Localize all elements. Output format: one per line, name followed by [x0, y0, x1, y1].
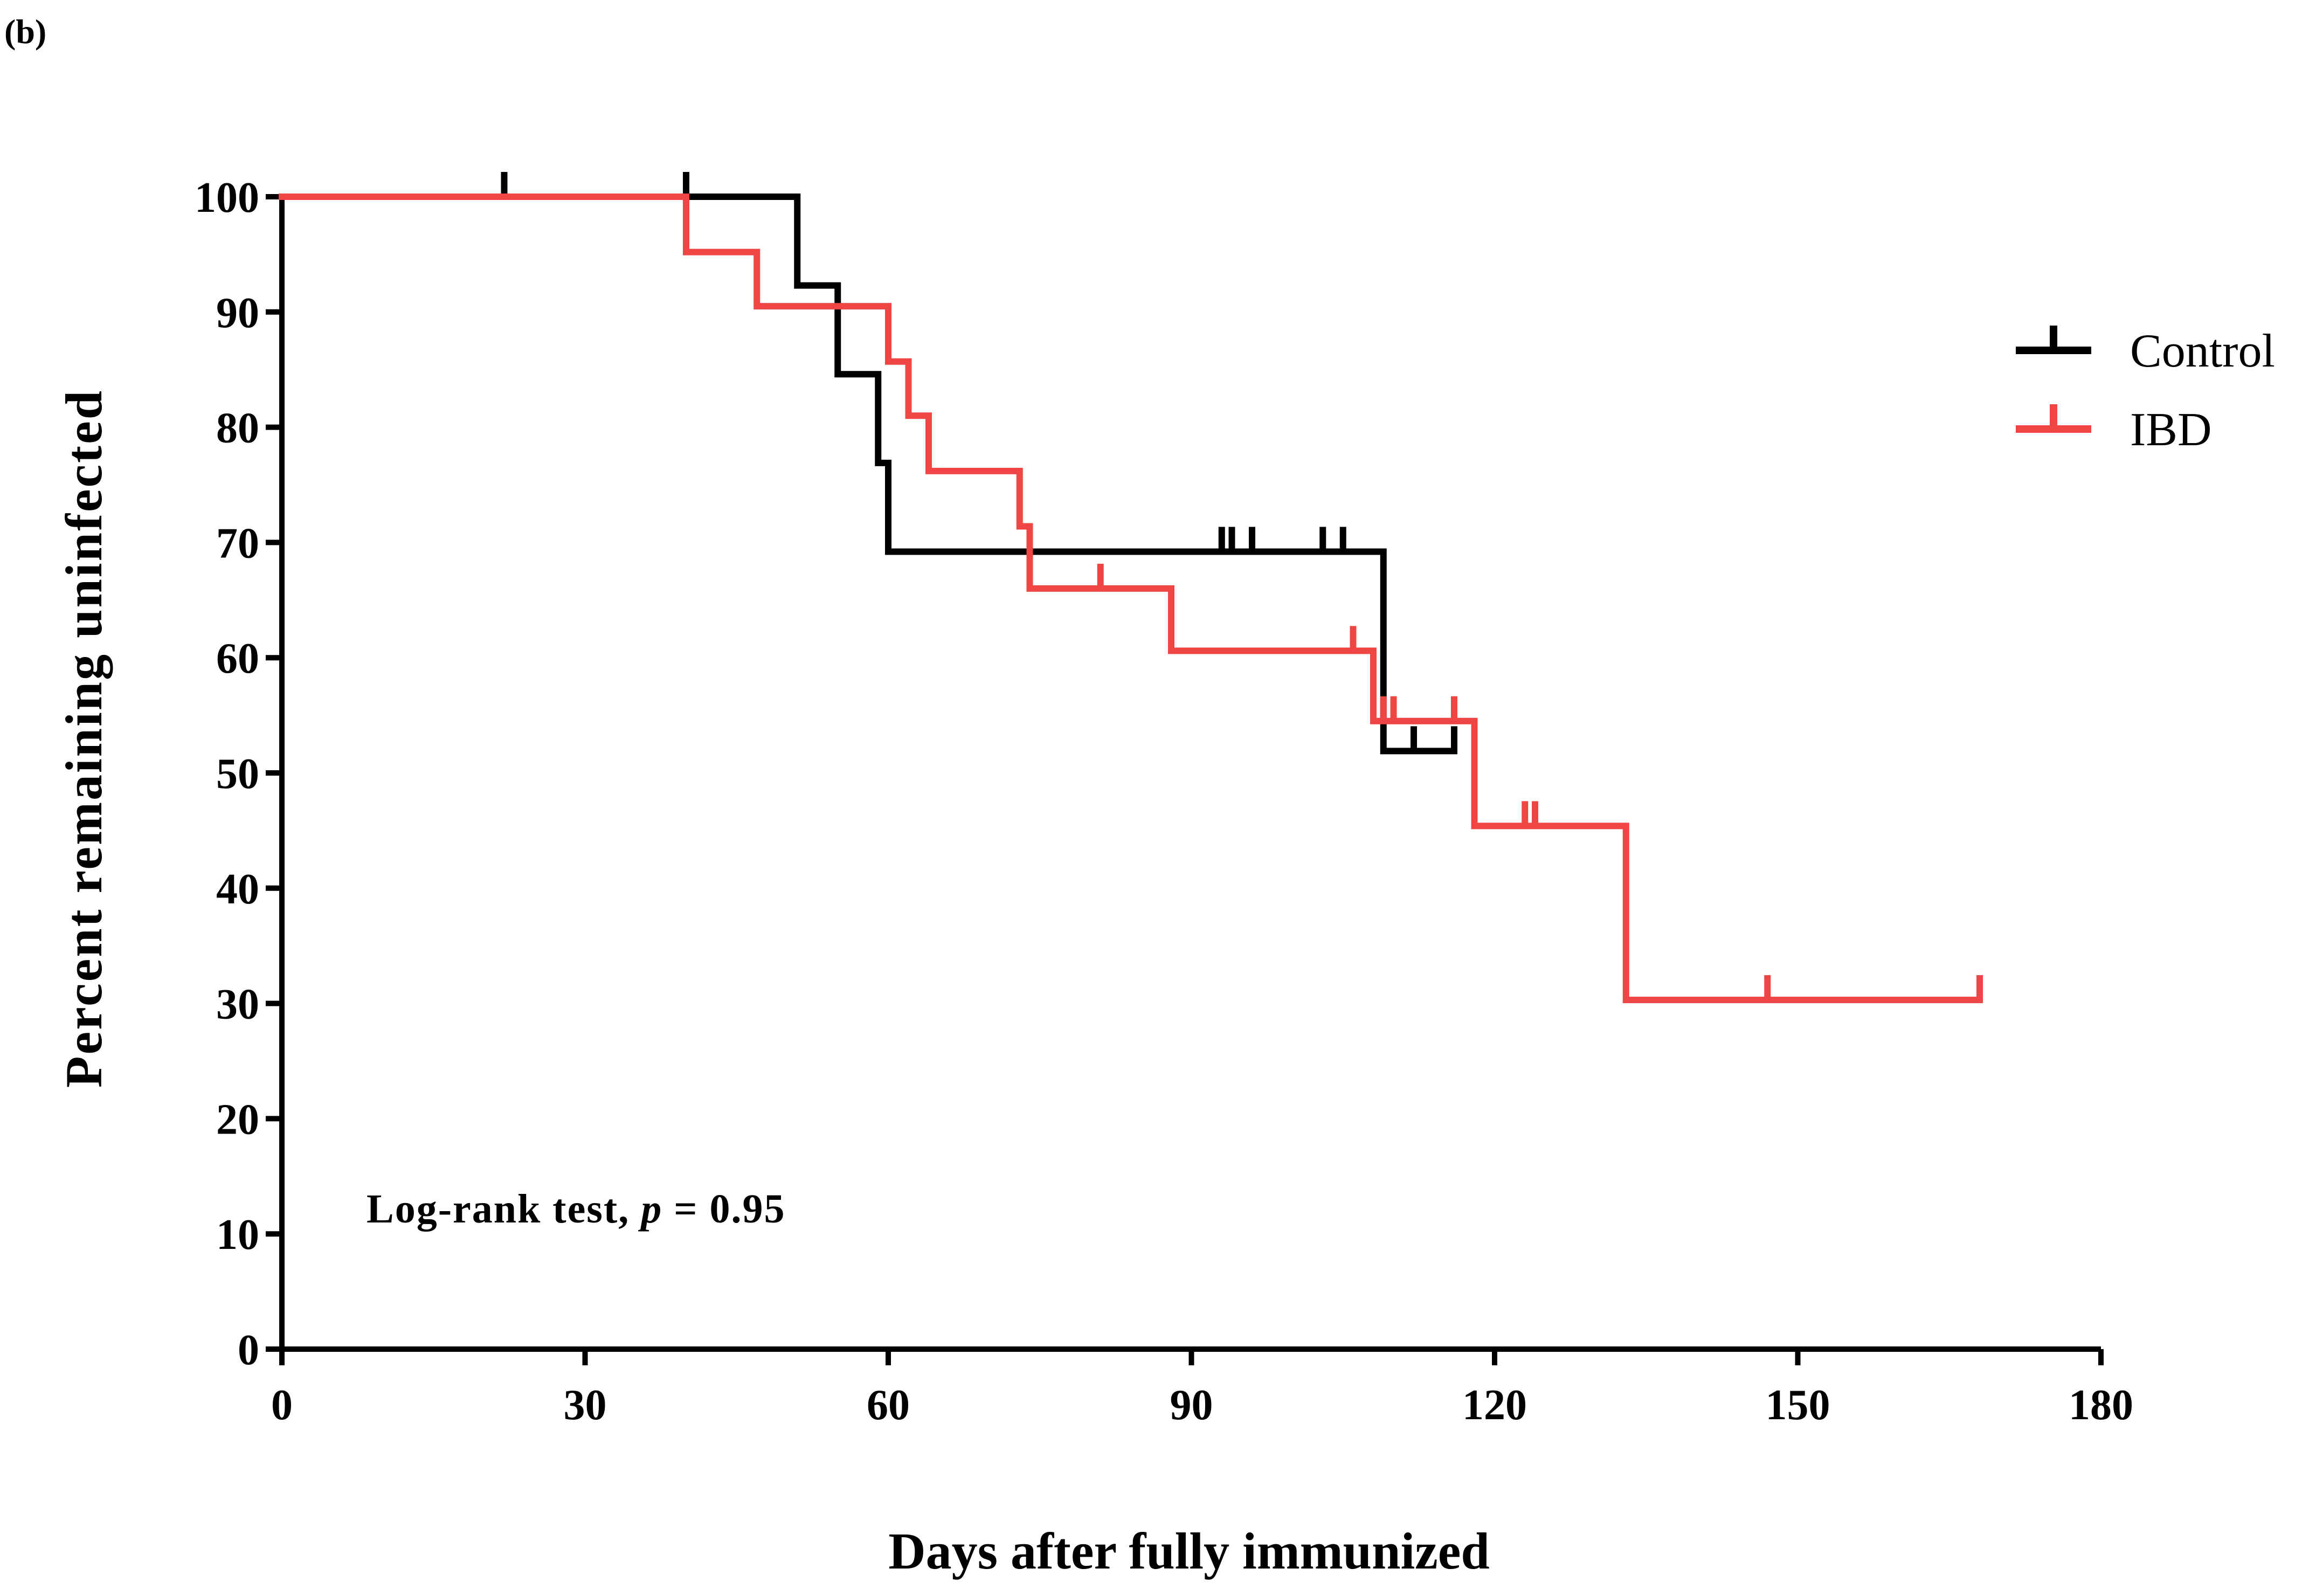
y-tick-label: 80	[216, 405, 259, 452]
y-tick-label: 40	[216, 866, 259, 913]
series-line-control	[279, 194, 1457, 755]
log-rank-annotation: Log-rank test, p = 0.95	[367, 1186, 786, 1232]
x-tick-label: 60	[867, 1381, 910, 1429]
y-tick-label: 60	[216, 635, 259, 682]
annotation-prefix: Log-rank test,	[367, 1186, 641, 1232]
legend-label-ibd: IBD	[2130, 404, 2212, 456]
y-tick-label: 100	[195, 174, 259, 222]
legend-item-ibd: IBD	[2016, 404, 2212, 456]
x-tick-label: 150	[1766, 1381, 1830, 1429]
chart-axes: 0 10 20 30 40 50 60 70 80 90 100 0 30 60 90 120 150 180	[195, 174, 2133, 1429]
y-tick-label: 20	[216, 1096, 259, 1143]
legend-label-control: Control	[2130, 325, 2275, 377]
annotation-suffix: = 0.95	[662, 1186, 785, 1232]
x-tick-label: 180	[2069, 1381, 2133, 1429]
legend-item-control: Control	[2016, 325, 2275, 377]
chart-legend: Control IBD	[2016, 325, 2275, 456]
x-tick-label: 90	[1170, 1381, 1213, 1429]
annotation-p-symbol: p	[638, 1186, 662, 1232]
y-tick-label: 0	[238, 1326, 259, 1374]
x-tick-label: 30	[564, 1381, 607, 1429]
y-tick-label: 70	[216, 520, 259, 567]
panel-label: (b)	[4, 12, 46, 51]
series-line-ibd	[279, 194, 1983, 1004]
y-tick-label: 90	[216, 289, 259, 337]
x-tick-label: 120	[1462, 1381, 1527, 1429]
series-layer	[279, 172, 1983, 1004]
x-tick-label: 0	[271, 1381, 293, 1429]
y-axis-label: Percent remaining uninfected	[55, 389, 113, 1088]
x-axis-label: Days after fully immunized	[888, 1522, 1489, 1580]
y-tick-label: 10	[216, 1211, 259, 1259]
y-tick-label: 30	[216, 981, 259, 1028]
y-tick-label: 50	[216, 750, 259, 798]
